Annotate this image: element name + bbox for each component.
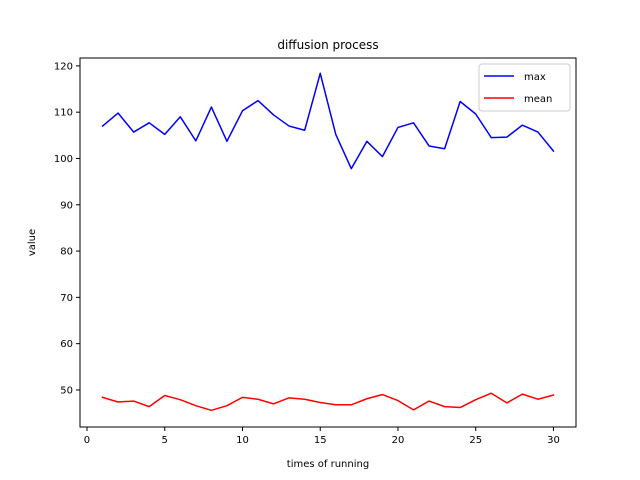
y-axis-ticks: 50 60 70 80 90 100 110 120 [54,61,80,396]
axes-frame [79,57,577,428]
chart-title: diffusion process [277,38,378,52]
x-tick-label: 0 [84,435,90,446]
x-axis-ticks: 0 5 10 15 20 25 30 [84,427,560,446]
series-line-max [101,72,555,170]
x-tick-label: 20 [392,435,405,446]
x-tick-label: 25 [469,435,482,446]
x-tick-label: 15 [314,435,327,446]
y-tick-label: 50 [60,385,73,396]
y-axis-label: value [27,229,38,256]
x-axis-label: times of running [287,459,369,470]
legend-label-max: max [524,72,546,83]
series-line-mean [101,392,555,412]
x-tick-label: 10 [236,435,249,446]
legend-label-mean: mean [524,94,552,105]
y-tick-label: 90 [60,200,73,211]
plot-lines [101,72,555,412]
y-tick-label: 70 [60,293,73,304]
x-tick-label: 30 [547,435,560,446]
y-tick-label: 110 [54,108,73,119]
y-tick-label: 120 [54,61,73,72]
y-tick-label: 80 [60,247,73,258]
y-tick-label: 100 [54,154,73,165]
y-tick-label: 60 [60,339,73,350]
x-tick-label: 5 [162,435,168,446]
legend: max mean [478,63,571,112]
